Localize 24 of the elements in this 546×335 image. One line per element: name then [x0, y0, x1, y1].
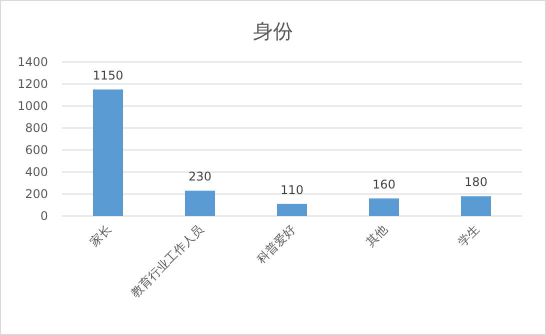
bar — [461, 196, 491, 216]
y-tick-label: 1000 — [17, 99, 48, 113]
data-label: 230 — [188, 170, 212, 184]
bar — [277, 204, 307, 216]
bar — [369, 198, 399, 216]
y-tick-label: 200 — [25, 187, 48, 201]
data-label: 180 — [464, 175, 488, 190]
x-tick-label: 教育行业工作人员 — [128, 222, 206, 300]
data-label: 110 — [280, 182, 304, 197]
x-tick-label: 家长 — [87, 222, 114, 250]
y-tick-label: 1400 — [17, 55, 48, 69]
y-tick-label: 800 — [25, 121, 48, 135]
x-tick-label: 学生 — [455, 222, 482, 250]
data-label: 160 — [372, 177, 396, 192]
y-tick-label: 600 — [25, 143, 48, 157]
bar — [185, 190, 215, 216]
x-tick-label: 科普爱好 — [254, 222, 298, 266]
y-tick-label: 0 — [40, 209, 48, 223]
x-tick-label: 其他 — [363, 222, 390, 250]
bar — [93, 90, 123, 216]
chart-title: 身份 — [253, 19, 293, 43]
data-label: 1150 — [92, 68, 124, 82]
y-tick-label: 1200 — [17, 77, 48, 91]
y-tick-label: 400 — [25, 165, 48, 179]
